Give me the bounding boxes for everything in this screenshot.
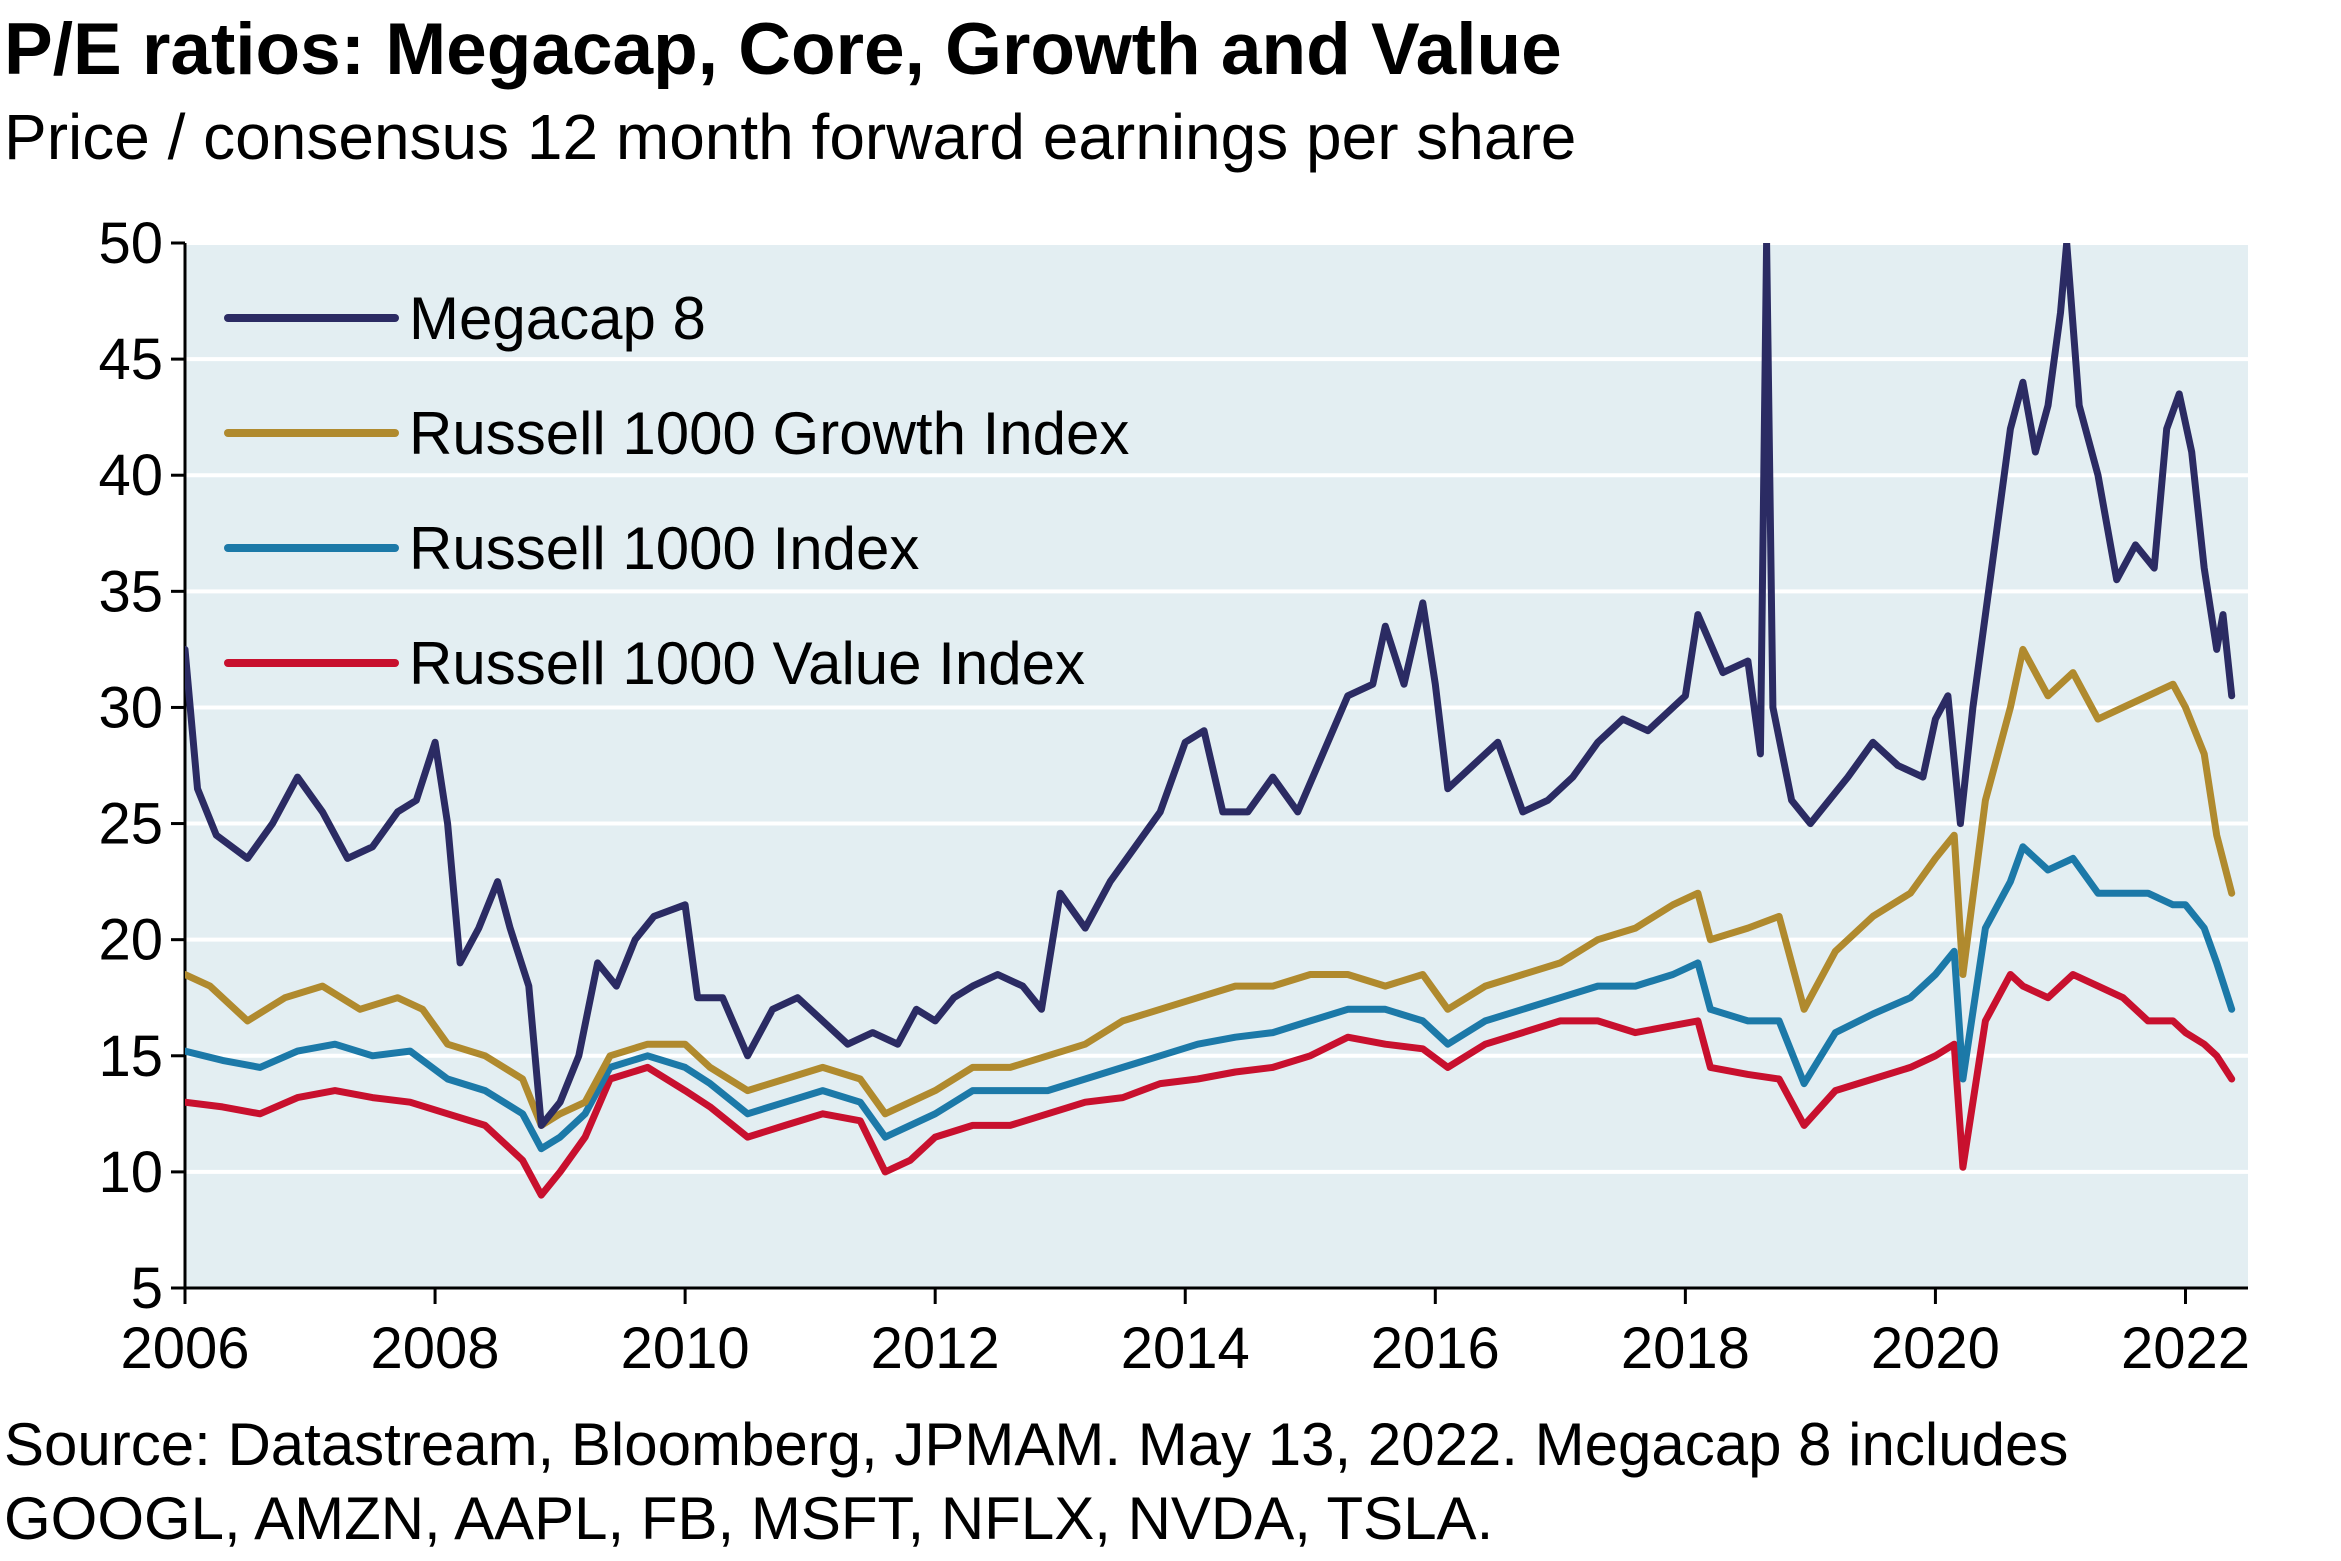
y-tick-label: 10 <box>98 1140 163 1205</box>
series-line-megacap-8 <box>185 243 2236 1129</box>
source-line-2: GOOGL, AMZN, AAPL, FB, MSFT, NFLX, NVDA,… <box>4 1485 1494 1552</box>
source-note: Source: Datastream, Bloomberg, JPMAM. Ma… <box>4 1408 2068 1556</box>
y-tick-label: 25 <box>98 792 163 857</box>
legend-label: Megacap 8 <box>409 285 706 352</box>
x-tick-label: 2014 <box>1121 1316 1250 1381</box>
y-tick-label: 35 <box>98 559 163 624</box>
y-tick-label: 40 <box>98 443 163 508</box>
series-line-russell-1000-value-index <box>185 971 2236 1199</box>
series-lines <box>185 243 2236 1199</box>
chart-subtitle: Price / consensus 12 month forward earni… <box>4 101 1577 173</box>
y-tick-label: 5 <box>131 1256 163 1321</box>
y-tick-label: 45 <box>98 327 163 392</box>
x-tick-label: 2016 <box>1371 1316 1500 1381</box>
y-tick-label: 15 <box>98 1024 163 1089</box>
axes: 5 10 15 20 25 30 35 40 45 50 2006 2008 2010 2012 2014 2… <box>98 211 2250 1381</box>
y-tick-label: 30 <box>98 675 163 740</box>
x-tick-label: 2008 <box>371 1316 500 1381</box>
x-tick-label: 2022 <box>2121 1316 2250 1381</box>
legend-label: Russell 1000 Index <box>409 515 919 582</box>
y-tick-label: 20 <box>98 908 163 973</box>
series-line-russell-1000-index <box>185 843 2236 1153</box>
x-tick-label: 2006 <box>120 1316 249 1381</box>
chart-title: P/E ratios: Megacap, Core, Growth and Va… <box>4 9 1562 90</box>
legend-label: Russell 1000 Growth Index <box>409 400 1129 467</box>
legend: Megacap 8 Russell 1000 Growth Index Russel… <box>224 285 1129 697</box>
source-line-1: Source: Datastream, Bloomberg, JPMAM. Ma… <box>4 1411 2069 1478</box>
x-tick-label: 2012 <box>871 1316 1000 1381</box>
gridlines <box>185 241 2248 1174</box>
y-tick-label: 50 <box>98 211 163 276</box>
x-tick-label: 2020 <box>1871 1316 2000 1381</box>
legend-label: Russell 1000 Value Index <box>409 630 1085 697</box>
x-tick-label: 2018 <box>1621 1316 1750 1381</box>
x-tick-label: 2010 <box>621 1316 750 1381</box>
